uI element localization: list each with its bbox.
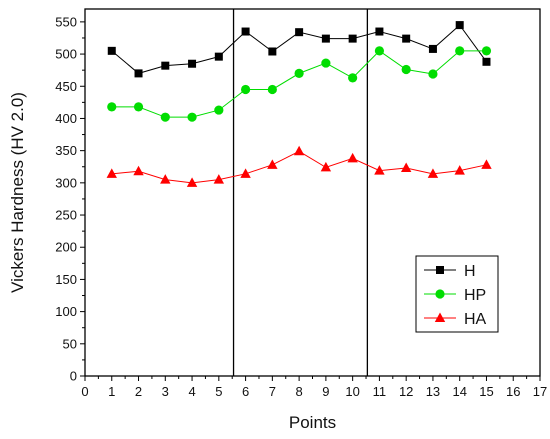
data-point-ha [481,159,492,169]
data-point-hp [455,46,465,56]
x-tick-label: 15 [479,384,493,399]
data-point-h [348,34,357,43]
y-tick-label: 300 [55,175,77,190]
data-point-h [402,34,411,43]
data-point-hp [240,84,251,95]
x-tick-label: 8 [296,384,303,399]
legend-item-h: H [424,263,476,280]
data-point-ha [293,145,305,156]
data-point-ha [400,162,412,173]
y-tick-label: 450 [55,79,77,94]
data-point-h [375,27,384,36]
x-tick-label: 10 [345,384,359,399]
section-dividers [232,9,369,376]
data-point-h [455,21,464,30]
data-point-ha [106,168,117,178]
data-point-ha [160,174,171,184]
data-point-hp [267,84,277,95]
x-tick-label: 11 [373,384,387,399]
data-point-hp [133,102,144,112]
data-point-h [428,44,437,53]
data-point-hp [374,46,385,56]
x-tick-label: 17 [533,384,547,399]
legend-label: H [464,263,476,280]
x-tick-label: 3 [162,384,169,399]
y-tick-label: 200 [55,240,77,255]
data-point-ha [454,165,465,175]
series-hp [107,46,492,122]
data-point-ha [427,168,439,178]
legend-marker [435,289,445,299]
data-point-hp [294,68,304,78]
data-point-h [188,59,197,68]
x-tick-label: 7 [269,384,276,399]
x-axis-title: Points [289,413,336,432]
series-line-ha [111,150,487,184]
y-tick-label: 400 [55,111,77,126]
y-tick-label: 500 [55,47,77,62]
x-tick-label: 0 [81,384,88,399]
data-point-ha [133,165,144,176]
series-layer [106,21,492,187]
legend: H HP HA [415,255,499,333]
data-point-hp [107,102,117,112]
data-point-h [295,28,304,37]
data-point-ha [186,177,198,187]
data-point-h [134,69,143,78]
data-point-h [482,57,491,66]
data-point-h [241,27,250,36]
x-tick-label: 14 [452,384,466,399]
x-tick-label: 12 [399,384,413,399]
data-point-ha [347,152,358,163]
data-point-hp [348,73,358,83]
data-point-h [161,61,170,70]
y-tick-label: 550 [55,14,77,29]
x-axis: 0 1 2 3 4 5 6 7 8 9 10 11 12 13 14 15 16 17 [81,376,547,399]
data-point-h [107,46,116,55]
x-tick-label: 6 [242,384,249,399]
data-point-hp [187,112,197,122]
data-point-hp [214,105,224,115]
legend-marker [434,312,446,322]
data-point-ha [213,174,225,184]
legend-item-hp: HP [424,287,486,304]
y-tick-label: 0 [70,369,77,384]
y-tick-label: 250 [55,208,77,223]
data-point-hp [428,69,438,79]
y-tick-label: 50 [63,336,77,351]
series-line-hp [111,50,487,118]
data-point-h [321,34,330,43]
legend-marker [436,266,444,274]
legend-label: HP [464,287,486,304]
data-point-ha [320,161,332,172]
x-tick-label: 2 [135,384,142,399]
data-point-hp [160,112,170,122]
y-axis: 0 50 100 150 200 250 300 350 400 450 500 550 [55,14,85,384]
y-tick-label: 100 [55,304,77,319]
series-ha [106,145,492,187]
x-tick-label: 16 [506,384,520,399]
y-tick-label: 150 [55,272,77,287]
x-tick-label: 13 [426,384,440,399]
legend-item-ha: HA [424,311,487,328]
legend-label: HA [464,311,487,328]
data-point-h [214,52,223,61]
series-h [107,21,491,78]
data-point-hp [321,58,331,68]
data-point-ha [374,165,385,175]
data-point-hp [401,64,411,75]
y-tick-label: 350 [55,143,77,158]
x-tick-label: 1 [108,384,115,399]
data-point-hp [481,46,492,56]
x-tick-label: 4 [188,384,195,399]
data-point-h [268,47,277,56]
y-axis-title: Vickers Hardness (HV 2.0) [8,92,27,293]
data-point-ha [267,159,278,169]
x-tick-label: 9 [322,384,329,399]
data-point-ha [240,168,251,178]
x-tick-label: 5 [215,384,222,399]
